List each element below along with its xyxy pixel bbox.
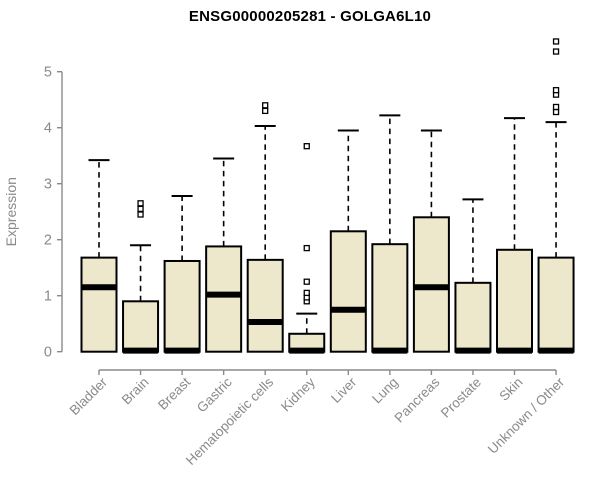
y-tick-label: 5 [44,65,52,81]
x-tick-label: Liver [328,374,360,406]
iqr-box [454,281,492,353]
y-tick-label: 4 [44,121,52,137]
x-tick-label: Bladder [67,374,111,418]
x-tick-label: Breast [155,374,193,412]
iqr-box [163,259,201,353]
outlier-point [552,103,560,111]
y-axis-title: Expression [3,177,19,246]
outlier-point [552,87,560,94]
outlier-point [303,244,310,252]
y-tick-label: 0 [44,345,52,361]
iqr-box [122,300,160,353]
outlier-point [303,289,310,297]
x-tick-label: Brain [119,375,152,408]
iqr-box [537,256,575,353]
iqr-box [329,230,367,353]
outlier-point [137,211,144,218]
iqr-box [246,258,284,353]
outlier-point [552,108,560,116]
outlier-point [137,205,144,213]
outlier-point [552,38,560,45]
chart-title: ENSG00000205281 - GOLGA6L10 [188,8,432,25]
x-tick-label: Kidney [278,374,318,414]
y-tick-label: 1 [44,289,52,305]
outlier-point [303,143,310,150]
x-tick-label: Lung [369,375,401,407]
y-tick-label: 2 [44,233,52,249]
outlier-point [552,48,560,55]
y-tick-label: 3 [44,177,52,193]
outlier-point [262,102,269,109]
x-tick-label: Pancreas [392,374,443,425]
outlier-point [137,200,144,207]
x-tick-label: Unknown / Other [485,374,568,457]
iqr-box [371,243,409,353]
outlier-point [303,278,310,285]
x-tick-label: Skin [496,375,525,404]
x-tick-label: Prostate [438,375,484,421]
iqr-box [80,256,118,353]
outlier-point [262,107,269,115]
iqr-box [205,245,243,353]
x-tick-label: Gastric [194,374,235,415]
iqr-box [496,248,533,353]
